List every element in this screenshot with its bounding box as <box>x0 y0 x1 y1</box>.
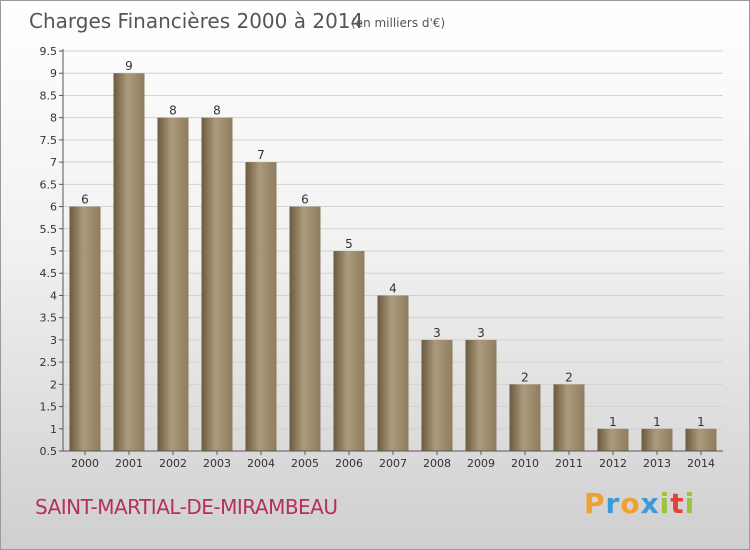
data-label-2002: 8 <box>169 104 177 118</box>
bar-2004 <box>245 162 277 451</box>
data-label-2005: 6 <box>301 193 309 207</box>
y-tick-label: 1.5 <box>40 401 58 414</box>
y-tick-label: 9.5 <box>40 45 58 58</box>
proxiti-logo[interactable]: Proxiti <box>584 487 695 520</box>
commune-name: SAINT-MARTIAL-DE-MIRAMBEAU <box>35 495 338 519</box>
y-tick-label: 5 <box>50 245 57 258</box>
axes: 0.5 1 1.5 2 2.5 3 3.5 4 4.5 5 5.5 6 6.5 7 7.5 8 8.5 9 9.5 2… <box>40 45 723 470</box>
bar-2007 <box>377 295 409 451</box>
x-tick-label-2004: 2004 <box>247 457 275 470</box>
bar-2014 <box>685 428 717 451</box>
data-label-2010: 2 <box>521 370 529 384</box>
data-label-2004: 7 <box>257 148 265 162</box>
y-tick-label: 7.5 <box>40 134 58 147</box>
data-label-2014: 1 <box>697 415 705 429</box>
chart-title: Charges Financières 2000 à 2014 <box>29 9 363 33</box>
data-label-2009: 3 <box>477 326 485 340</box>
x-tick-label-2000: 2000 <box>71 457 99 470</box>
data-label-2008: 3 <box>433 326 441 340</box>
bar-2013 <box>641 428 673 451</box>
x-tick-label-2007: 2007 <box>379 457 407 470</box>
y-tick-label: 4 <box>50 289 57 302</box>
x-tick-label-2001: 2001 <box>115 457 143 470</box>
x-tick-label-2009: 2009 <box>467 457 495 470</box>
y-tick-label: 8.5 <box>40 89 58 102</box>
x-tick-label-2008: 2008 <box>423 457 451 470</box>
y-tick-label: 3.5 <box>40 312 58 325</box>
logo-letter: r <box>605 487 621 520</box>
logo-letter: i <box>684 487 696 520</box>
data-label-2011: 2 <box>565 370 573 384</box>
bar-2012 <box>597 428 629 451</box>
y-tick-label: 7 <box>50 156 57 169</box>
data-label-2013: 1 <box>653 415 661 429</box>
bar-2003 <box>201 117 233 452</box>
data-label-2003: 8 <box>213 104 221 118</box>
x-tick-label-2003: 2003 <box>203 457 231 470</box>
data-label-2006: 5 <box>345 237 353 251</box>
data-label-2007: 4 <box>389 281 397 295</box>
bar-2010 <box>509 384 541 451</box>
bar-2000 <box>69 206 101 451</box>
x-tick-label-2012: 2012 <box>599 457 627 470</box>
data-label-2012: 1 <box>609 415 617 429</box>
y-tick-label: 6 <box>50 201 57 214</box>
y-tick-label: 9 <box>50 67 57 80</box>
y-tick-label: 5.5 <box>40 223 58 236</box>
x-tick-label-2006: 2006 <box>335 457 363 470</box>
y-tick-label: 2.5 <box>40 356 58 369</box>
bar-2006 <box>333 251 365 451</box>
y-tick-label: 4.5 <box>40 267 58 280</box>
bar-2008 <box>421 339 453 451</box>
y-tick-label: 6.5 <box>40 178 58 191</box>
bars: 6 9 8 8 7 6 5 4 3 3 2 2 1 1 1 <box>69 59 717 452</box>
x-tick-label-2005: 2005 <box>291 457 319 470</box>
bar-2011 <box>553 384 585 451</box>
x-tick-label-2011: 2011 <box>555 457 583 470</box>
logo-letter: P <box>584 487 606 520</box>
logo-letter: o <box>620 487 641 520</box>
y-tick-label: 3 <box>50 334 57 347</box>
x-tick-label-2013: 2013 <box>643 457 671 470</box>
data-label-2001: 9 <box>125 59 133 73</box>
bar-2009 <box>465 339 497 451</box>
bar-2002 <box>157 117 189 452</box>
chart-subtitle: (en milliers d'€) <box>351 16 445 30</box>
logo-letter: x <box>640 487 660 520</box>
logo-letter: t <box>670 487 685 520</box>
y-tick-label: 0.5 <box>40 445 58 458</box>
data-label-2000: 6 <box>81 193 89 207</box>
y-tick-label: 8 <box>50 112 57 125</box>
bar-2001 <box>113 73 145 451</box>
logo-letter: i <box>659 487 671 520</box>
x-tick-label-2010: 2010 <box>511 457 539 470</box>
y-tick-label: 2 <box>50 378 57 391</box>
bar-2005 <box>289 206 321 451</box>
y-tick-label: 1 <box>50 423 57 436</box>
x-tick-label-2002: 2002 <box>159 457 187 470</box>
x-tick-label-2014: 2014 <box>687 457 715 470</box>
